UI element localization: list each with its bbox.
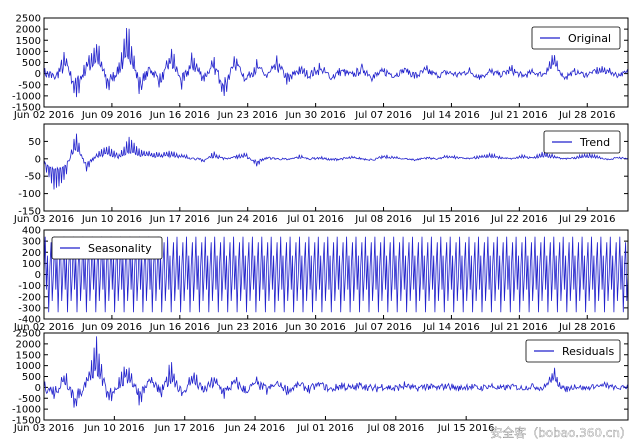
x-tick-label: Jun 17 2016 <box>154 423 215 434</box>
y-tick-label: -100 <box>18 281 41 292</box>
legend: Original <box>531 26 621 50</box>
legend-label: Original <box>568 32 611 45</box>
y-tick-label: 200 <box>22 248 41 259</box>
y-tick-label: 1000 <box>16 361 41 372</box>
legend-box <box>543 130 621 154</box>
y-tick-label: 300 <box>22 237 41 248</box>
y-tick-label: -400 <box>18 315 41 326</box>
plot-frame <box>43 17 629 108</box>
x-tick-label: Jul 08 2016 <box>354 214 412 225</box>
x-tick-label: Jul 14 2016 <box>422 322 480 333</box>
legend-box <box>51 236 163 260</box>
y-tick-label: -1000 <box>12 405 41 416</box>
series-line-trend <box>43 133 629 190</box>
y-tick-label: -300 <box>18 303 41 314</box>
x-tick-label: Jun 10 2016 <box>81 214 142 225</box>
y-tick-label: 2000 <box>16 339 41 350</box>
series-line-residuals <box>43 336 629 408</box>
legend: Residuals <box>525 339 621 363</box>
y-tick-label: -150 <box>18 207 41 218</box>
y-tick-label: 1000 <box>16 47 41 58</box>
x-tick-label: Jun 16 2016 <box>149 322 210 333</box>
legend: Trend <box>543 130 621 154</box>
x-tick-label: Jul 01 2016 <box>296 423 354 434</box>
x-tick-label: Jul 07 2016 <box>354 110 412 121</box>
x-tick-label: Jul 14 2016 <box>422 110 480 121</box>
watermark-text: 安全客（bobao.360.cn） <box>490 425 632 440</box>
y-tick-label: 0 <box>35 69 41 80</box>
x-tick-label: Jul 29 2016 <box>558 214 616 225</box>
y-tick-label: 1500 <box>16 36 41 47</box>
y-tick-label: 2500 <box>16 329 41 340</box>
x-tick-label: Jul 15 2016 <box>422 214 480 225</box>
y-tick-label: 500 <box>22 58 41 69</box>
x-tick-label: Jun 23 2016 <box>217 322 278 333</box>
x-tick-label: Jul 15 2016 <box>437 423 495 434</box>
x-tick-label: Jun 30 2016 <box>285 110 346 121</box>
legend-box <box>525 339 621 363</box>
x-tick-label: Jun 24 2016 <box>224 423 285 434</box>
x-tick-label: Jul 08 2016 <box>367 423 425 434</box>
x-tick-label: Jul 01 2016 <box>286 214 344 225</box>
x-tick-label: Jul 28 2016 <box>558 110 616 121</box>
y-tick-label: -500 <box>18 80 41 91</box>
y-tick-label: 2000 <box>16 25 41 36</box>
x-tick-label: Jul 07 2016 <box>354 322 412 333</box>
x-tick-label: Jun 09 2016 <box>81 110 142 121</box>
x-tick-label: Jun 16 2016 <box>149 110 210 121</box>
x-tick-label: Jun 09 2016 <box>81 322 142 333</box>
series-line-original <box>43 27 629 98</box>
legend-box <box>531 26 621 50</box>
y-tick-label: -50 <box>25 172 41 183</box>
x-tick-label: Jun 30 2016 <box>285 322 346 333</box>
x-tick-label: Jul 22 2016 <box>490 214 548 225</box>
x-tick-label: Jul 21 2016 <box>490 322 548 333</box>
plot-frame <box>43 332 629 421</box>
x-tick-label: Jul 21 2016 <box>490 110 548 121</box>
legend-label: Seasonality <box>88 242 152 255</box>
y-tick-label: -100 <box>18 189 41 200</box>
y-tick-label: 100 <box>22 259 41 270</box>
y-tick-label: 2500 <box>16 14 41 25</box>
y-tick-label: 0 <box>35 383 41 394</box>
y-tick-label: 1500 <box>16 350 41 361</box>
x-tick-label: Jun 02 2016 <box>13 322 74 333</box>
y-tick-label: -1000 <box>12 91 41 102</box>
x-tick-label: Jun 03 2016 <box>13 214 74 225</box>
x-tick-label: Jun 10 2016 <box>83 423 144 434</box>
y-tick-label: -1500 <box>12 103 41 114</box>
x-tick-label: Jun 02 2016 <box>13 110 74 121</box>
plot-frame <box>43 229 629 320</box>
x-tick-label: Jun 17 2016 <box>149 214 210 225</box>
legend-label: Trend <box>579 136 610 149</box>
x-tick-label: Jun 23 2016 <box>217 110 278 121</box>
y-tick-label: -200 <box>18 292 41 303</box>
legend-label: Residuals <box>562 345 614 358</box>
series-line-seasonality <box>43 236 629 313</box>
legend: Seasonality <box>51 236 163 260</box>
plot-frame <box>43 123 629 212</box>
y-tick-label: -1500 <box>12 416 41 427</box>
y-tick-label: 400 <box>22 226 41 237</box>
x-tick-label: Jun 24 2016 <box>217 214 278 225</box>
y-tick-label: 50 <box>28 137 41 148</box>
x-tick-label: Jun 03 2016 <box>13 423 74 434</box>
x-tick-label: Jul 28 2016 <box>558 322 616 333</box>
chart-panel-2: -150 -100 -50 0 50 Jun 03 2016 Jun 10 2016 Jun … <box>13 123 629 225</box>
y-tick-label: -500 <box>18 394 41 405</box>
y-tick-label: 0 <box>35 270 41 281</box>
y-tick-label: 500 <box>22 372 41 383</box>
y-tick-label: 0 <box>35 154 41 165</box>
